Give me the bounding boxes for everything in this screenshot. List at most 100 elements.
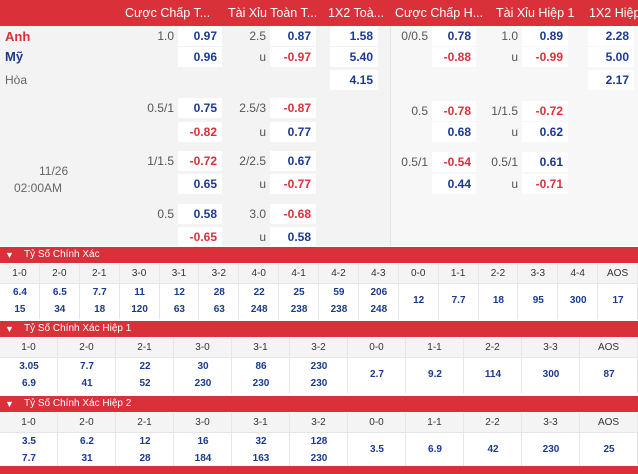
section-correct-score[interactable]: ▼ Tỷ Số Chính Xác xyxy=(0,247,638,263)
ft-under-odd[interactable]: -0.77 xyxy=(270,174,316,194)
score-odd-other[interactable]: 2.7 xyxy=(370,369,384,380)
ft-over-odd[interactable]: -0.68 xyxy=(270,204,316,224)
score-odd-other[interactable]: 6.9 xyxy=(428,444,442,455)
ft-1x2-home[interactable]: 1.58 xyxy=(330,26,378,46)
score-odd-other[interactable]: 300 xyxy=(542,369,560,380)
score-odd-home[interactable]: 11 xyxy=(134,287,145,298)
score-odd-other[interactable]: 25 xyxy=(603,444,615,455)
score-odd-away[interactable]: 41 xyxy=(81,378,93,389)
h1-hdp-away-odd[interactable]: 0.44 xyxy=(432,174,476,194)
h1-hdp-away-odd[interactable]: 0.68 xyxy=(432,122,476,142)
score-odd-other[interactable]: 300 xyxy=(569,295,587,306)
score-odd-away[interactable]: 163 xyxy=(252,453,270,464)
score-odd-home[interactable]: 6.4 xyxy=(12,287,27,298)
section-correct-score-h2[interactable]: ▼ Tỷ Số Chính Xác Hiệp 2 xyxy=(0,396,638,412)
h1-hdp-home-odd[interactable]: -0.78 xyxy=(432,101,476,121)
ft-under-odd[interactable]: 0.58 xyxy=(270,227,316,247)
h1-hdp-home-odd[interactable]: 0.78 xyxy=(432,26,476,46)
h1-1x2-away[interactable]: 5.00 xyxy=(588,47,634,67)
score-odd-away[interactable]: 230 xyxy=(310,378,328,389)
score-odd-away[interactable]: 6.9 xyxy=(22,378,36,389)
score-odd-home[interactable]: 230 xyxy=(310,361,328,372)
ft-over-odd[interactable]: -0.87 xyxy=(270,98,316,118)
h1-over-odd[interactable]: 0.89 xyxy=(522,26,568,46)
header-1x2-h1[interactable]: 1X2 Hiệp 1 xyxy=(589,6,638,20)
h1-1x2-draw[interactable]: 2.17 xyxy=(588,70,634,90)
chevron-down-icon[interactable]: ▼ xyxy=(5,250,14,260)
score-odd-home[interactable]: 6.5 xyxy=(52,287,67,298)
h1-under-odd[interactable]: -0.71 xyxy=(522,174,568,194)
score-odd-home[interactable]: 22 xyxy=(139,361,151,372)
score-odd-away[interactable]: 248 xyxy=(370,304,388,315)
ft-hdp-away-odd[interactable]: -0.82 xyxy=(178,122,222,142)
score-odd-home[interactable]: 128 xyxy=(310,436,328,447)
score-odd-home[interactable]: 86 xyxy=(255,361,267,372)
h1-under-odd[interactable]: -0.99 xyxy=(522,47,568,67)
ft-over-odd[interactable]: 0.67 xyxy=(270,151,316,171)
ft-hdp-away-odd[interactable]: 0.96 xyxy=(178,47,222,67)
score-odd-other[interactable]: 87 xyxy=(603,369,615,380)
ft-1x2-away[interactable]: 5.40 xyxy=(330,47,378,67)
ft-hdp-home-odd[interactable]: 0.75 xyxy=(178,98,222,118)
h1-over-odd[interactable]: -0.72 xyxy=(522,101,568,121)
score-odd-away[interactable]: 31 xyxy=(81,453,93,464)
h1-hdp-away-odd[interactable]: -0.88 xyxy=(432,47,476,67)
score-odd-home[interactable]: 59 xyxy=(333,287,345,298)
score-odd-away[interactable]: 184 xyxy=(194,453,212,464)
score-odd-other[interactable]: 42 xyxy=(487,444,499,455)
header-handicap-ft[interactable]: Cược Chấp T... xyxy=(125,6,211,20)
score-odd-other[interactable]: 18 xyxy=(492,295,504,306)
header-handicap-h1[interactable]: Cược Chấp H... xyxy=(395,6,484,20)
h1-under-odd[interactable]: 0.62 xyxy=(522,122,568,142)
score-odd-away[interactable]: 120 xyxy=(131,304,148,315)
score-odd-away[interactable]: 15 xyxy=(14,304,26,315)
ft-under-odd[interactable]: 0.77 xyxy=(270,122,316,142)
ft-hdp-away-odd[interactable]: -0.65 xyxy=(178,227,222,247)
ft-hdp-home-odd[interactable]: 0.97 xyxy=(178,26,222,46)
h1-1x2-home[interactable]: 2.28 xyxy=(588,26,634,46)
score-odd-away[interactable]: 230 xyxy=(310,453,328,464)
score-odd-other[interactable]: 230 xyxy=(542,444,560,455)
score-odd-other[interactable]: 9.2 xyxy=(428,369,442,380)
score-odd-home[interactable]: 12 xyxy=(173,287,185,298)
score-odd-away[interactable]: 230 xyxy=(194,378,212,389)
score-odd-other[interactable]: 7.7 xyxy=(451,295,466,306)
score-odd-away[interactable]: 230 xyxy=(252,378,270,389)
score-odd-away[interactable]: 7.7 xyxy=(22,453,36,464)
score-odd-home[interactable]: 30 xyxy=(197,361,209,372)
section-next[interactable] xyxy=(0,466,638,474)
score-odd-away[interactable]: 63 xyxy=(173,304,185,315)
score-odd-home[interactable]: 206 xyxy=(370,287,388,298)
header-ou-ft[interactable]: Tài Xỉu Toàn T... xyxy=(228,6,318,20)
score-odd-home[interactable]: 7.7 xyxy=(80,361,94,372)
score-odd-home[interactable]: 16 xyxy=(197,436,209,447)
header-ou-h1[interactable]: Tài Xỉu Hiệp 1 xyxy=(496,6,575,20)
ft-hdp-home-odd[interactable]: -0.72 xyxy=(178,151,222,171)
ft-under-odd[interactable]: -0.97 xyxy=(270,47,316,67)
chevron-down-icon[interactable]: ▼ xyxy=(5,324,14,334)
score-odd-other[interactable]: 12 xyxy=(413,295,425,306)
score-odd-other[interactable]: 3.5 xyxy=(370,444,384,455)
score-odd-away[interactable]: 52 xyxy=(139,378,151,389)
score-odd-home[interactable]: 22 xyxy=(253,287,265,298)
score-odd-away[interactable]: 34 xyxy=(54,304,66,315)
score-odd-away[interactable]: 18 xyxy=(94,304,106,315)
ft-1x2-draw[interactable]: 4.15 xyxy=(330,70,378,90)
ft-hdp-home-odd[interactable]: 0.58 xyxy=(178,204,222,224)
score-odd-away[interactable]: 248 xyxy=(250,304,268,315)
score-odd-away[interactable]: 28 xyxy=(139,453,151,464)
ft-hdp-away-odd[interactable]: 0.65 xyxy=(178,174,222,194)
score-odd-home[interactable]: 25 xyxy=(293,287,305,298)
score-odd-other[interactable]: 17 xyxy=(612,295,624,306)
score-odd-home[interactable]: 12 xyxy=(139,436,151,447)
score-odd-other[interactable]: 95 xyxy=(532,295,544,306)
section-correct-score-h1[interactable]: ▼ Tỷ Số Chính Xác Hiệp 1 xyxy=(0,321,638,337)
header-1x2-ft[interactable]: 1X2 Toà... xyxy=(328,6,385,20)
score-odd-away[interactable]: 238 xyxy=(330,304,348,315)
score-odd-other[interactable]: 114 xyxy=(484,369,502,380)
score-odd-away[interactable]: 238 xyxy=(290,304,308,315)
h1-hdp-home-odd[interactable]: -0.54 xyxy=(432,152,476,172)
score-odd-home[interactable]: 7.7 xyxy=(92,287,107,298)
chevron-down-icon[interactable]: ▼ xyxy=(5,399,14,409)
score-odd-home[interactable]: 6.2 xyxy=(80,436,94,447)
